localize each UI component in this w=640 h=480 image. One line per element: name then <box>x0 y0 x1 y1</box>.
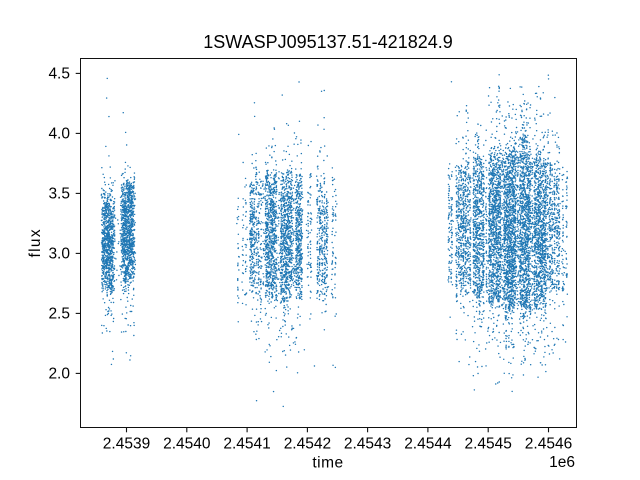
svg-text:2.4541: 2.4541 <box>223 435 270 452</box>
svg-text:4.0: 4.0 <box>48 126 70 143</box>
svg-text:2.4544: 2.4544 <box>404 435 452 452</box>
svg-text:2.5: 2.5 <box>48 306 70 323</box>
svg-text:4.5: 4.5 <box>48 66 70 83</box>
svg-text:2.4540: 2.4540 <box>163 435 211 452</box>
svg-text:1SWASPJ095137.51-421824.9: 1SWASPJ095137.51-421824.9 <box>203 32 453 52</box>
svg-text:2.4545: 2.4545 <box>464 435 511 452</box>
svg-text:2.4543: 2.4543 <box>344 435 391 452</box>
svg-text:time: time <box>312 454 343 471</box>
svg-text:2.4542: 2.4542 <box>284 435 331 452</box>
svg-text:3.0: 3.0 <box>48 246 70 263</box>
svg-text:2.4539: 2.4539 <box>103 435 150 452</box>
svg-text:flux: flux <box>27 228 44 257</box>
svg-text:1e6: 1e6 <box>549 454 575 471</box>
svg-text:2.4546: 2.4546 <box>525 435 572 452</box>
svg-text:3.5: 3.5 <box>48 186 70 203</box>
svg-text:2.0: 2.0 <box>48 366 70 383</box>
